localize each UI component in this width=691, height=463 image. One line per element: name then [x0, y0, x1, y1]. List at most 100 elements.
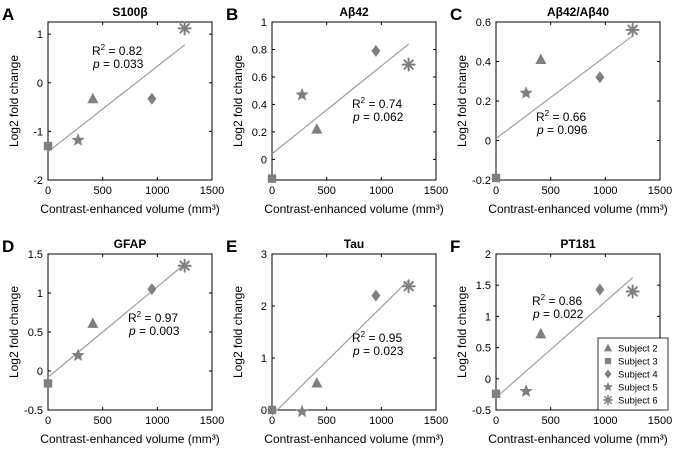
x-tick-label: 0 — [493, 185, 499, 197]
y-axis-label: Log2 fold change — [7, 286, 21, 378]
y-axis-label: Log2 fold change — [231, 286, 245, 378]
data-point-subject-6 — [401, 279, 416, 294]
data-point-subject-5 — [71, 348, 85, 362]
legend-label: Subject 2 — [618, 344, 658, 355]
chart-title: Tau — [344, 237, 364, 251]
data-point-subject-4 — [595, 71, 605, 84]
p-value-label: p = 0.033 — [92, 57, 144, 71]
y-tick-label: 0.5 — [476, 343, 491, 355]
data-point-subject-3 — [491, 389, 501, 398]
legend-marker-subject-3 — [604, 357, 612, 365]
regression-line — [495, 35, 634, 140]
p-value-label: p = 0.023 — [352, 344, 404, 358]
x-axis-label: Contrast-enhanced volume (mm³) — [40, 432, 219, 446]
y-tick-label: 1.5 — [28, 249, 43, 261]
data-point-subject-4 — [371, 44, 381, 57]
x-tick-label: 1000 — [593, 415, 617, 427]
y-tick-label: 2 — [485, 249, 491, 261]
y-tick-label: 0.6 — [252, 72, 267, 84]
x-tick-label: 1500 — [648, 415, 672, 427]
x-tick-label: 500 — [317, 415, 335, 427]
y-tick-label: 3 — [261, 249, 267, 261]
x-tick-label: 1000 — [369, 415, 393, 427]
y-tick-label: 0.2 — [476, 96, 491, 108]
x-tick-label: 0 — [45, 415, 51, 427]
data-point-subject-5 — [71, 133, 85, 146]
y-tick-label: 0 — [37, 78, 43, 90]
data-point-subject-2 — [311, 376, 323, 388]
legend-marker-subject-4 — [604, 369, 612, 379]
panel-letter: E — [226, 237, 237, 256]
y-tick-label: 1 — [37, 29, 43, 41]
y-tick-label: 0 — [485, 136, 491, 148]
regression-line — [271, 279, 410, 416]
data-point-subject-4 — [147, 283, 157, 296]
p-value-label: p = 0.022 — [532, 307, 584, 321]
y-tick-label: 1 — [37, 288, 43, 300]
y-tick-label: 2 — [261, 301, 267, 313]
legend-label: Subject 4 — [618, 370, 658, 381]
data-point-subject-3 — [491, 173, 501, 183]
regression-line — [495, 277, 634, 398]
x-tick-label: 500 — [93, 415, 111, 427]
x-tick-label: 500 — [541, 415, 559, 427]
p-value-label: p = 0.096 — [536, 123, 588, 137]
data-point-subject-6 — [177, 258, 192, 273]
chart-title: GFAP — [114, 237, 147, 251]
x-tick-label: 0 — [45, 185, 51, 197]
y-tick-label: -0.5 — [472, 405, 491, 417]
x-tick-label: 0 — [269, 185, 275, 197]
data-point-subject-6 — [625, 284, 640, 299]
chart-title: Aβ42 — [339, 5, 369, 19]
y-tick-label: 1 — [261, 17, 267, 29]
r-squared-label: R2 = 0.66 — [536, 109, 586, 124]
data-point-subject-6 — [401, 57, 416, 72]
panel-letter: B — [226, 5, 238, 24]
data-point-subject-2 — [87, 317, 99, 328]
y-tick-label: 0.8 — [252, 44, 267, 56]
regression-line — [47, 263, 186, 378]
data-point-subject-4 — [595, 283, 605, 296]
x-axis-label: Contrast-enhanced volume (mm³) — [488, 202, 667, 216]
panel-e: E Tau 0 500 1000 1500 0 1 2 3 Contrast-enhanced vo… — [226, 237, 448, 446]
x-tick-label: 1500 — [424, 185, 448, 197]
x-tick-label: 500 — [93, 185, 111, 197]
chart-title: S100β — [112, 5, 147, 19]
y-tick-label: 0 — [485, 374, 491, 386]
panel-letter: D — [2, 237, 14, 256]
y-tick-label: 0 — [37, 366, 43, 378]
r-squared-label: R2 = 0.97 — [128, 310, 178, 325]
data-point-subject-2 — [535, 327, 547, 339]
x-tick-label: 500 — [541, 185, 559, 197]
panel-b: B Aβ42 0 500 1000 1500 0 0.2 0.4 0.6 0.8 1 Contrast-… — [226, 5, 448, 216]
panel-letter: F — [450, 237, 460, 256]
data-point-subject-6 — [625, 22, 640, 37]
x-tick-label: 1000 — [145, 185, 169, 197]
panel-a: A S100β 0 500 1000 1500 -2 -1 0 1 Contrast-enhance… — [2, 5, 224, 216]
chart-title: Aβ42/Aβ40 — [547, 5, 609, 19]
p-value-label: p = 0.062 — [352, 110, 404, 124]
x-axis-label: Contrast-enhanced volume (mm³) — [488, 432, 667, 446]
data-point-subject-5 — [519, 86, 533, 99]
data-point-subject-6 — [177, 21, 192, 36]
x-tick-label: 1500 — [200, 185, 224, 197]
y-tick-label: 0 — [261, 405, 267, 417]
legend-label: Subject 3 — [618, 357, 658, 368]
regression-line — [271, 43, 410, 155]
data-point-subject-3 — [267, 174, 277, 183]
legend-marker-subject-5 — [603, 381, 613, 392]
y-tick-label: 0.6 — [476, 17, 491, 29]
y-tick-label: 0.4 — [252, 99, 267, 111]
y-tick-label: -2 — [33, 175, 43, 187]
y-tick-label: -1 — [33, 126, 43, 138]
data-point-subject-5 — [519, 384, 533, 397]
y-tick-label: -0.2 — [472, 175, 491, 187]
data-point-subject-2 — [535, 53, 547, 65]
x-axis-label: Contrast-enhanced volume (mm³) — [264, 202, 443, 216]
p-value-label: p = 0.003 — [128, 324, 180, 338]
x-tick-label: 1500 — [200, 415, 224, 427]
plot-frame — [495, 253, 661, 411]
